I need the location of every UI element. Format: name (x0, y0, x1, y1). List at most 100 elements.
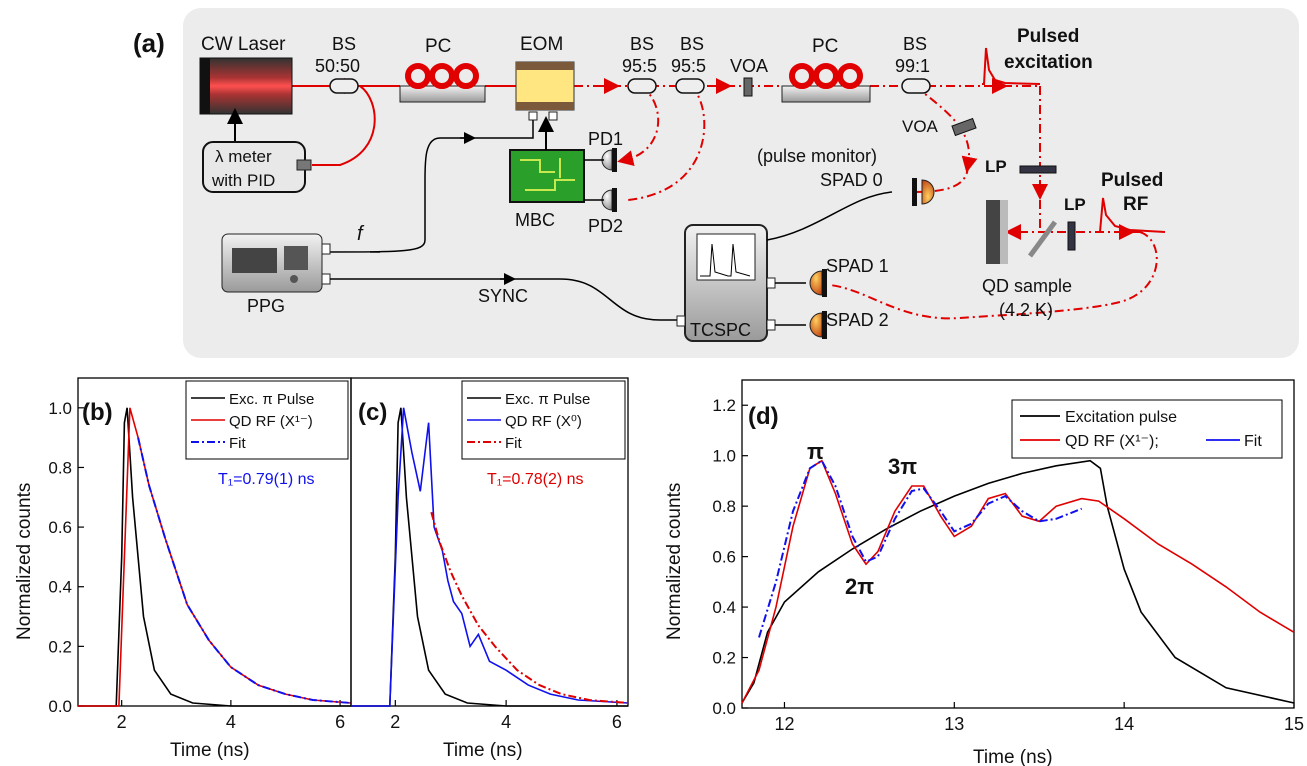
bs3-ratio: 95:5 (671, 56, 706, 76)
ppg-label: PPG (247, 296, 285, 316)
legend-d (1011, 399, 1283, 459)
legend-c-item-2: Fit (505, 435, 522, 452)
bs2-label: BS (630, 34, 654, 54)
y-tick-label: 1.2 (712, 396, 736, 415)
frequency-label: f (357, 223, 365, 245)
legend-b-item-2: Fit (229, 435, 246, 452)
pd2-label: PD2 (588, 216, 623, 236)
polarization-controller-2: PC (781, 36, 871, 103)
pd1-label: PD1 (588, 129, 623, 149)
cw-laser-label: CW Laser (201, 34, 286, 55)
pulsed-excitation-label-1: Pulsed (1017, 26, 1079, 47)
chart-b: (b) Exc. π Pulse QD RF (X¹⁻) Fit T₁=0.79… (14, 377, 352, 761)
y-tick-label: 0.2 (712, 649, 736, 668)
annotation-3pi: 3π (888, 454, 917, 479)
lp2-label: LP (1064, 195, 1086, 214)
bs3-label: BS (680, 34, 704, 54)
series-line-1 (741, 459, 1295, 704)
lp1-label: LP (985, 157, 1007, 176)
spad2-label: SPAD 2 (826, 310, 889, 330)
x-tick-label: 2 (117, 712, 127, 732)
ylabel-b: Normalized counts (14, 483, 35, 640)
series-line-2 (758, 459, 1083, 638)
setup-diagram: (a) (133, 8, 1299, 358)
panel-c-label: (c) (358, 399, 387, 426)
long-pass-filter-2: LP (1064, 195, 1086, 251)
bs2-ratio: 95:5 (622, 56, 657, 76)
bs4-ratio: 99:1 (895, 56, 930, 76)
series-line-0 (741, 459, 1295, 704)
series-line-2 (137, 437, 352, 704)
mbc-label: MBC (515, 210, 555, 230)
beam-splitter-2: BS 95:5 (622, 34, 657, 94)
voa1-label: VOA (730, 56, 768, 76)
annotation-c: T₁=0.78(2) ns (487, 471, 584, 488)
chart-d: (d) Excitation pulse QD RF (X¹⁻); Fit π … (664, 379, 1304, 766)
xlabel-b: Time (ns) (170, 740, 250, 761)
series-line-2 (430, 511, 629, 704)
y-tick-label: 0.8 (712, 497, 736, 516)
cw-laser: CW Laser (199, 34, 293, 115)
x-tick-label: 6 (612, 712, 622, 732)
tcspc-label: TCSPC (690, 320, 751, 340)
x-tick-label: 2 (390, 712, 400, 732)
series-line-1 (351, 407, 629, 707)
ylabel-d: Normalized counts (664, 483, 685, 640)
mbc-board: MBC (509, 149, 585, 230)
panel-d-label: (d) (748, 403, 779, 430)
pc2-label: PC (812, 36, 838, 57)
y-tick-label: 0.8 (48, 458, 72, 477)
xlabel-c: Time (ns) (443, 740, 523, 761)
qd-sample-label: QD sample (982, 276, 1072, 296)
sync-label: SYNC (478, 286, 528, 306)
y-tick-label: 0.4 (712, 598, 736, 617)
y-tick-label: 0.0 (48, 697, 72, 716)
spad1-label: SPAD 1 (826, 256, 889, 276)
chart-c: (c) Exc. π Pulse QD RF (X⁰) Fit T₁=0.78(… (350, 377, 629, 761)
y-tick-label: 0.4 (48, 578, 72, 597)
bs1-ratio: 50:50 (315, 56, 360, 76)
beam-splitter-4: BS 99:1 (895, 34, 931, 94)
lambda-meter-label-2: with PID (211, 171, 275, 190)
y-tick-label: 1.0 (48, 399, 72, 418)
y-tick-label: 0.6 (48, 518, 72, 537)
x-tick-label: 15 (1284, 714, 1304, 734)
legend-b-item-0: Exc. π Pulse (229, 391, 314, 408)
x-tick-label: 4 (226, 712, 236, 732)
pc1-label: PC (425, 36, 451, 57)
lambda-meter: λ meter with PID (202, 141, 312, 193)
legend-c-item-1: QD RF (X⁰) (505, 413, 582, 430)
x-tick-label: 4 (501, 712, 511, 732)
y-tick-label: 0.0 (712, 699, 736, 718)
spad-0: (pulse monitor) SPAD 0 (757, 146, 935, 206)
eom: EOM (515, 34, 575, 121)
panel-a-label: (a) (133, 28, 165, 58)
spad-1: SPAD 1 (809, 256, 889, 297)
x-tick-label: 12 (774, 714, 794, 734)
spad0-label: SPAD 0 (820, 170, 883, 190)
panel-b-label: (b) (82, 399, 113, 426)
spad-2: SPAD 2 (809, 310, 889, 339)
y-tick-label: 1.0 (712, 447, 736, 466)
pulsed-excitation-waveform (982, 47, 1041, 85)
photodiode-1: PD1 (584, 129, 623, 172)
annotation-b: T₁=0.79(1) ns (218, 471, 315, 488)
qd-temp-label: (4.2 K) (999, 300, 1053, 320)
plot-frame-c (350, 377, 629, 707)
voa2-label: VOA (902, 117, 939, 136)
legend-d-item-2: Fit (1244, 433, 1262, 450)
annotation-pi: π (807, 439, 824, 464)
y-tick-label: 0.2 (48, 637, 72, 656)
lambda-meter-label-1: λ meter (215, 147, 272, 166)
bs1-label: BS (332, 34, 356, 54)
legend-d-item-1: QD RF (X¹⁻); (1065, 433, 1159, 450)
pulsed-rf-label-2: RF (1123, 194, 1148, 215)
tcspc: TCSPC (676, 224, 776, 342)
eom-label: EOM (520, 34, 563, 55)
x-tick-label: 14 (1114, 714, 1134, 734)
beam-splitter-plate (1027, 220, 1058, 258)
long-pass-filter-1: LP (985, 157, 1057, 176)
series-line-0 (78, 407, 351, 707)
legend-c-item-0: Exc. π Pulse (505, 391, 590, 408)
voa-2: VOA (902, 117, 977, 137)
